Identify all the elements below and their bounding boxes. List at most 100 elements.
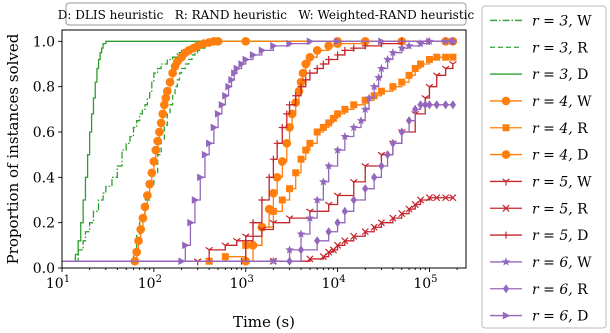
series-10-point: [319, 177, 328, 186]
legend-label: r = 6, R: [532, 282, 588, 298]
series-5-point: [341, 105, 349, 113]
series-9-point: [265, 173, 273, 181]
series-4-point: [140, 202, 150, 212]
series-12-point: [210, 123, 219, 132]
series-4-point: [145, 179, 155, 189]
series-4-point: [155, 127, 164, 137]
heuristic-note: D: DLIS heuristic R: RAND heuristic W: W…: [58, 2, 475, 26]
series-9-point: [313, 65, 321, 73]
series-12-point: [306, 37, 315, 46]
legend-entry: r = 3, W: [490, 13, 592, 29]
series-9-point: [273, 139, 281, 147]
series-7-point: [377, 151, 386, 159]
series-line-10: [62, 40, 453, 262]
legend-entry: r = 5, D: [490, 228, 588, 244]
series-6-point: [248, 240, 258, 250]
series-5-point: [449, 53, 457, 61]
series-11-point: [426, 100, 433, 110]
series-5-point: [313, 128, 321, 136]
legend-entry: r = 4, W: [490, 94, 592, 110]
series-7-point: [361, 163, 370, 171]
series-12-point: [182, 241, 190, 250]
series-8: [62, 194, 457, 265]
series-11-point: [370, 172, 378, 182]
series-line-1: [62, 40, 446, 262]
series-11-point: [350, 195, 357, 205]
legend-label: r = 6, W: [532, 255, 592, 271]
series-10-point: [404, 41, 414, 50]
legend-marker: [502, 124, 510, 132]
series-7-point: [432, 72, 441, 80]
series-9-point: [306, 69, 314, 77]
series-11-point: [334, 218, 341, 228]
series-9-point: [341, 46, 349, 54]
series-10-point: [383, 54, 392, 64]
plot-frame: [61, 29, 467, 269]
legend-label: r = 4, R: [532, 121, 588, 137]
heuristic-note-text: D: DLIS heuristic R: RAND heuristic W: W…: [58, 8, 475, 22]
series-4-point: [147, 168, 157, 178]
series-8-point: [377, 219, 385, 227]
series-7-point: [205, 246, 214, 255]
series-12-point: [206, 139, 214, 148]
series-7-point: [269, 219, 278, 227]
series-5-point: [398, 78, 406, 86]
series-12-point: [258, 46, 267, 55]
series-12-point: [191, 196, 200, 204]
series-4-point: [153, 136, 163, 146]
series-line-8: [62, 197, 453, 262]
y-axis-title: Proportion of instances solved: [4, 33, 22, 264]
series-10-point: [388, 48, 398, 57]
series-4-point: [158, 109, 168, 119]
series-11-point: [314, 236, 321, 246]
series-5-point: [389, 83, 397, 91]
heuristic-note-box: [65, 2, 467, 26]
series-7-point: [285, 215, 294, 223]
series-6: [62, 36, 458, 266]
series-5-point: [325, 119, 333, 127]
series-10-point: [364, 93, 374, 102]
series-11-point: [433, 100, 440, 110]
series-8-point: [334, 241, 342, 249]
series-12-point: [218, 100, 227, 109]
legend-label: r = 3, R: [532, 40, 588, 56]
series-9-point: [283, 110, 291, 118]
series-4-point: [165, 77, 175, 87]
series-6-point: [282, 138, 292, 148]
series-5-point: [269, 207, 277, 215]
series-7-point: [221, 242, 230, 250]
x-tick-label: 104: [321, 274, 345, 292]
series-12-point: [178, 257, 186, 266]
series-10-point: [377, 63, 386, 73]
series-11-point: [422, 100, 429, 110]
series-3: [62, 40, 446, 262]
series-10-point: [333, 145, 342, 154]
legend-entry: r = 3, R: [490, 40, 588, 56]
series-1: [62, 40, 446, 262]
series-5-point: [302, 146, 310, 154]
legend-marker: [502, 204, 510, 212]
series-4-point: [134, 236, 143, 246]
legend-entry: r = 5, W: [490, 174, 592, 190]
series-12-point: [233, 64, 242, 73]
series-8-point: [442, 194, 450, 202]
y-tick-label: 0.8: [33, 80, 55, 96]
series-9-point: [325, 55, 333, 63]
x-tick-label: 101: [46, 274, 70, 292]
series-12-point: [214, 110, 223, 118]
series-10-point: [340, 131, 350, 141]
legend-entry: r = 6, W: [490, 255, 592, 271]
series-6-point: [305, 52, 315, 62]
series-11-point: [389, 138, 397, 148]
series-5-point: [417, 60, 425, 68]
series-12-point: [270, 42, 278, 50]
series-10-point: [285, 245, 294, 254]
series-12-point: [249, 51, 258, 59]
series-8-point: [350, 232, 358, 240]
series-12-point: [242, 55, 250, 64]
legend-marker: [501, 257, 511, 266]
series-line-12: [62, 40, 453, 262]
series-4: [62, 36, 450, 266]
series-9-point: [249, 219, 257, 227]
series-4-point: [138, 213, 148, 223]
